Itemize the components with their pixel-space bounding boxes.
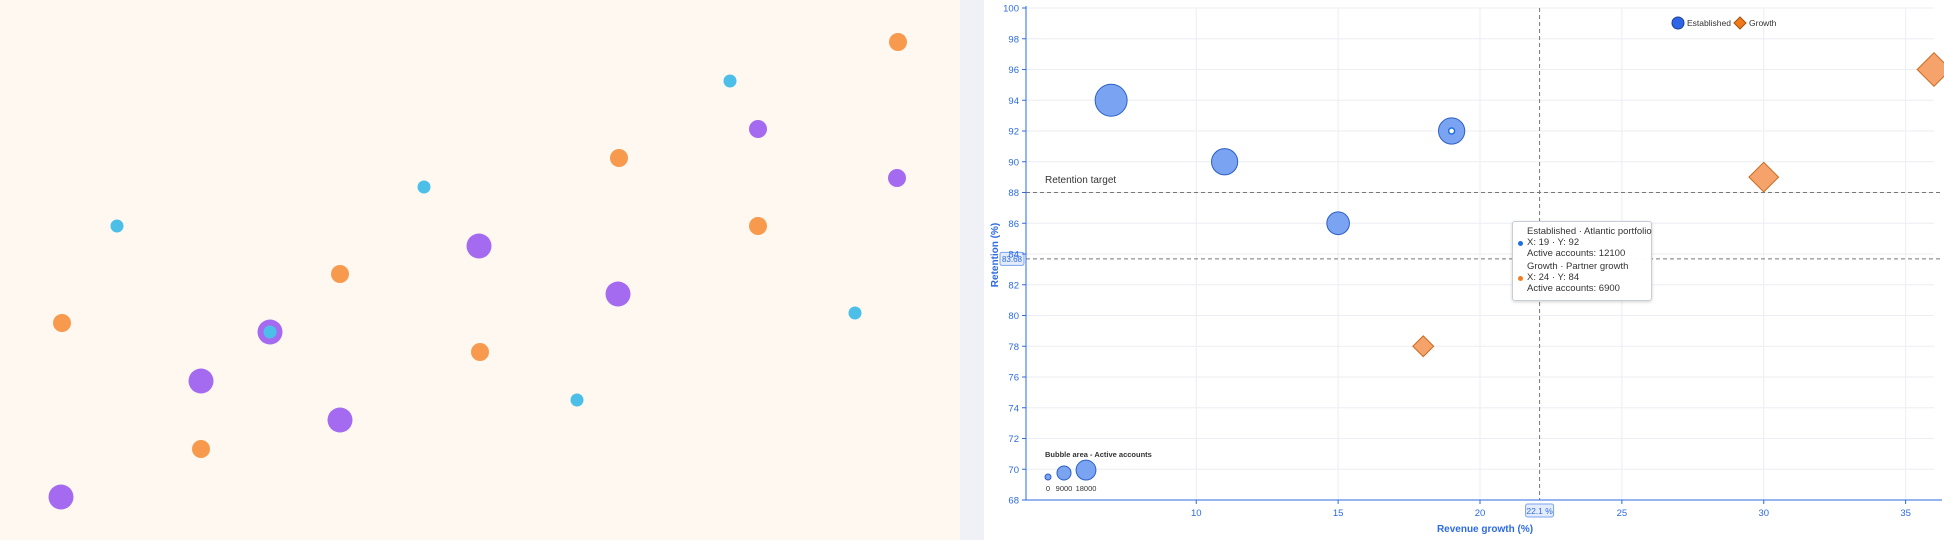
decorative-dot [48, 484, 74, 510]
decorative-dot [327, 407, 353, 433]
bubble-chart[interactable]: 22.1 % 83.68 68 70 72 74 76 78 80 82 84 86 88 90 92 94… [984, 0, 1944, 540]
tooltip-xy: X: 19 · Y: 92 [1527, 237, 1580, 248]
panel-divider [960, 0, 984, 540]
tooltip-entry-growth: Growth · Partner growth X: 24 · Y: 84 Ac… [1518, 261, 1645, 294]
y-tick-label: 72 [1008, 434, 1019, 445]
hover-highlight-dot [1447, 127, 1456, 135]
crosshair-x-badge [1525, 503, 1555, 518]
tooltip-entry-established: Established · Atlantic portfolio X: 19 ·… [1518, 226, 1652, 259]
y-tick-label: 100 [1003, 4, 1019, 15]
legend-growth-label[interactable]: Growth [1749, 18, 1777, 28]
decorative-dot [570, 393, 584, 407]
decorative-dot [471, 343, 489, 361]
decorative-dot [889, 33, 907, 51]
legend-established-label[interactable]: Established [1687, 18, 1731, 28]
y-tick-label: 82 [1008, 280, 1019, 291]
y-tick-label: 96 [1008, 65, 1019, 76]
size-legend-value: 18000 [1076, 484, 1097, 493]
axes: 68 70 72 74 76 78 80 82 84 86 88 90 92 94 96 98 100 10 15 2… [1003, 4, 1942, 519]
x-axis-title: Revenue growth (%) [1437, 524, 1533, 535]
y-axis-title: Retention (%) [990, 223, 1001, 287]
data-marks[interactable] [1094, 51, 1944, 358]
crosshair-y-label: 83.68 [1002, 255, 1023, 264]
established-point[interactable] [1211, 148, 1239, 176]
established-point[interactable] [1094, 83, 1128, 117]
y-tick-label: 88 [1008, 188, 1019, 199]
decorative-dot [848, 306, 862, 320]
y-tick-label: 92 [1008, 127, 1019, 138]
y-tick-label: 84 [1008, 250, 1019, 261]
decorative-dot [749, 120, 767, 138]
size-legend: 0 9000 18000 [1044, 459, 1097, 493]
decorative-dot [888, 169, 906, 187]
tooltip-title: Growth · Partner growth [1527, 261, 1629, 272]
decorative-dot [331, 265, 349, 283]
growth-point[interactable] [1748, 161, 1780, 193]
chart-panel: 22.1 % 83.68 68 70 72 74 76 78 80 82 84 86 88 90 92 94… [984, 0, 1944, 540]
tooltip-extra: Active accounts: 12100 [1527, 248, 1626, 259]
decorative-dots [48, 33, 907, 510]
decorative-dot [188, 368, 214, 394]
grid [1026, 7, 1934, 501]
size-legend-bubble [1056, 465, 1072, 481]
legend-established-marker[interactable] [1671, 16, 1685, 30]
y-tick-label: 74 [1008, 403, 1019, 414]
y-tick-label: 78 [1008, 342, 1019, 353]
decorative-dot [417, 180, 431, 194]
decorative-dot [610, 149, 628, 167]
reference-lines: 22.1 % 83.68 [999, 8, 1942, 518]
decorative-dot [466, 233, 492, 259]
chart-tooltip: Established · Atlantic portfolio X: 19 ·… [1512, 221, 1652, 301]
y-tick-label: 76 [1008, 373, 1019, 384]
y-tick-label: 98 [1008, 34, 1019, 45]
tooltip-title: Established · Atlantic portfolio [1527, 226, 1652, 237]
size-legend-title: Bubble area - Active accounts [1045, 450, 1152, 459]
decorative-dot [605, 281, 631, 307]
growth-point[interactable] [1412, 335, 1435, 358]
decorative-dot [749, 217, 767, 235]
y-tick-label: 70 [1008, 465, 1019, 476]
y-tick-label: 68 [1008, 496, 1019, 507]
y-tick-label: 86 [1008, 219, 1019, 230]
decorative-dot [263, 325, 277, 339]
y-tick-label: 80 [1008, 311, 1019, 322]
y-tick-label: 94 [1008, 96, 1019, 107]
decorative-dot [192, 440, 210, 458]
reference-line-label: Retention target [1045, 175, 1116, 186]
size-legend-bubble [1075, 459, 1097, 481]
growth-point[interactable] [1916, 51, 1944, 88]
tooltip-xy: X: 24 · Y: 84 [1527, 272, 1580, 283]
x-tick-label: 25 [1617, 508, 1628, 519]
legend-growth-marker[interactable] [1733, 16, 1747, 30]
y-tick-label: 90 [1008, 157, 1019, 168]
size-legend-value: 0 [1046, 484, 1050, 493]
decorative-panel [0, 0, 960, 540]
decorative-dot [110, 219, 124, 233]
decorative-dot [723, 74, 737, 88]
decorative-dot [53, 314, 71, 332]
tooltip-dot-growth [1518, 276, 1523, 281]
size-legend-value: 9000 [1056, 484, 1073, 493]
tooltip-dot-established [1518, 241, 1523, 246]
crosshair-y-badge [999, 251, 1025, 266]
crosshair-x-label: 22.1 % [1526, 506, 1553, 516]
established-point[interactable] [1326, 211, 1350, 236]
x-tick-label: 35 [1900, 508, 1911, 519]
x-tick-label: 30 [1758, 508, 1769, 519]
legend[interactable]: Established Growth [1671, 16, 1777, 30]
x-tick-label: 10 [1191, 508, 1202, 519]
tooltip-extra: Active accounts: 6900 [1527, 283, 1620, 294]
x-tick-label: 15 [1333, 508, 1344, 519]
size-legend-bubble [1044, 473, 1052, 481]
x-tick-label: 20 [1475, 508, 1486, 519]
